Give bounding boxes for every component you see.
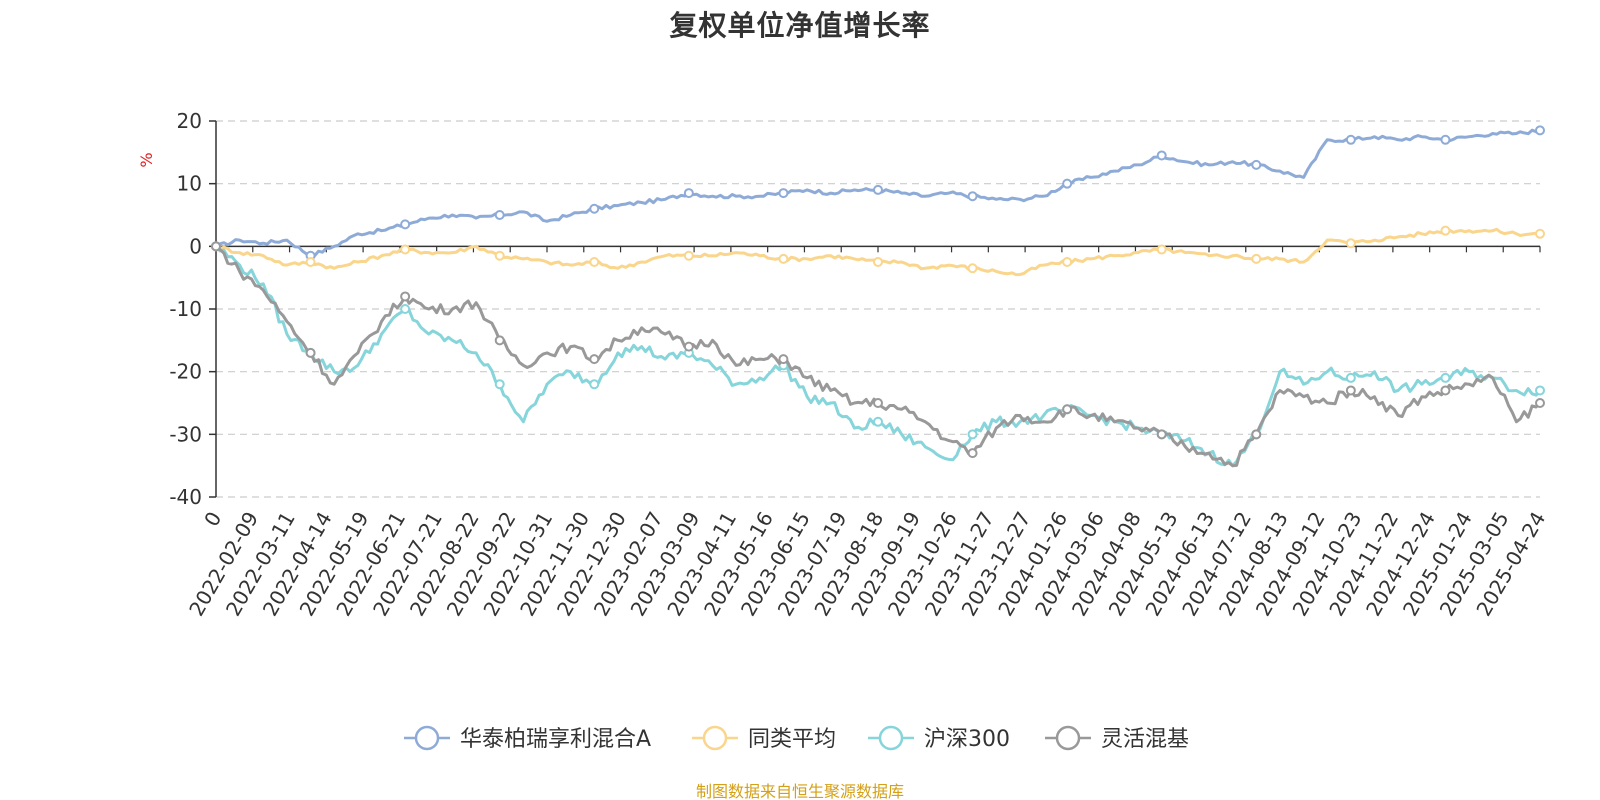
series-point [1440, 372, 1451, 383]
series-point [873, 398, 883, 408]
series-line [215, 245, 1542, 468]
series-point [400, 304, 411, 314]
series-point [494, 379, 505, 390]
series-point [1535, 125, 1545, 136]
series-point [967, 429, 978, 440]
legend-marker [414, 725, 440, 751]
series-point [1156, 429, 1167, 440]
series-point [967, 191, 978, 202]
series-point [494, 250, 505, 261]
series-point [305, 347, 316, 358]
series-point [683, 250, 694, 261]
series-point [1062, 404, 1073, 415]
series-point [589, 354, 600, 365]
series-point [1251, 159, 1262, 170]
series-point [1345, 238, 1356, 249]
series-point [1156, 150, 1167, 161]
series-point [494, 335, 505, 346]
legend-item[interactable]: 灵活混基 [1045, 725, 1189, 752]
series-point [1440, 134, 1451, 145]
series-point [683, 188, 694, 199]
series-point [778, 188, 789, 199]
grid-layer [216, 120, 1540, 498]
series-point [683, 341, 694, 352]
legend[interactable]: 华泰柏瑞享利混合A 同类平均 沪深300 灵活混基 [404, 725, 1189, 752]
series-point [967, 263, 978, 274]
legend-label: 灵活混基 [1101, 727, 1189, 752]
y-tick-label: -10 [169, 297, 202, 321]
legend-item[interactable]: 沪深300 [868, 725, 1010, 752]
series-point [1062, 178, 1073, 189]
series-point [967, 448, 978, 459]
legend-marker [878, 725, 904, 751]
series-point [1440, 385, 1451, 396]
series-point [305, 257, 316, 267]
series-point [400, 219, 411, 230]
series-point [1251, 253, 1262, 264]
series-point [589, 257, 600, 267]
y-tick-label: -20 [169, 360, 202, 384]
series-point [211, 241, 221, 252]
series-point [778, 253, 789, 264]
series-point [1062, 257, 1073, 267]
series-point [494, 210, 505, 220]
series-layer [211, 125, 1545, 468]
series-point [1251, 429, 1262, 440]
x-tick-label: 0 [199, 508, 226, 531]
legend-label: 沪深300 [924, 727, 1010, 752]
legend-marker [1055, 725, 1081, 751]
y-axis-unit-label: % [137, 152, 156, 167]
series-point [589, 203, 600, 214]
data-source-note: 制图数据来自恒生聚源数据库 [695, 782, 904, 800]
series-point [1345, 372, 1356, 383]
legend-label: 华泰柏瑞享利混合A [460, 727, 651, 752]
y-tick-label: 0 [189, 234, 202, 258]
y-tick-label: 10 [177, 172, 202, 196]
legend-marker [702, 725, 728, 751]
series-point [1535, 385, 1545, 396]
series-point [1440, 225, 1451, 236]
y-tick-label: -30 [169, 422, 202, 446]
y-tick-label: -40 [169, 485, 202, 509]
series-point [873, 184, 883, 195]
series-point [873, 416, 883, 427]
legend-label: 同类平均 [748, 727, 836, 752]
series-point [1156, 244, 1167, 255]
legend-item[interactable]: 同类平均 [692, 725, 836, 752]
axis-layer: 20100-10-20-30-4002022-02-092022-03-1120… [169, 109, 1550, 620]
series-point [1345, 134, 1356, 145]
series-point [1535, 398, 1545, 408]
series-point [400, 291, 411, 302]
series-point [778, 354, 789, 365]
series-point [589, 379, 600, 390]
chart-title: 复权单位净值增长率 [669, 9, 931, 42]
series-point [873, 257, 883, 267]
series-line [214, 245, 1542, 468]
legend-item[interactable]: 华泰柏瑞享利混合A [404, 725, 651, 752]
series-point [400, 244, 411, 255]
y-tick-label: 20 [177, 109, 202, 133]
series-point [1345, 385, 1356, 396]
series-point [1535, 228, 1545, 239]
